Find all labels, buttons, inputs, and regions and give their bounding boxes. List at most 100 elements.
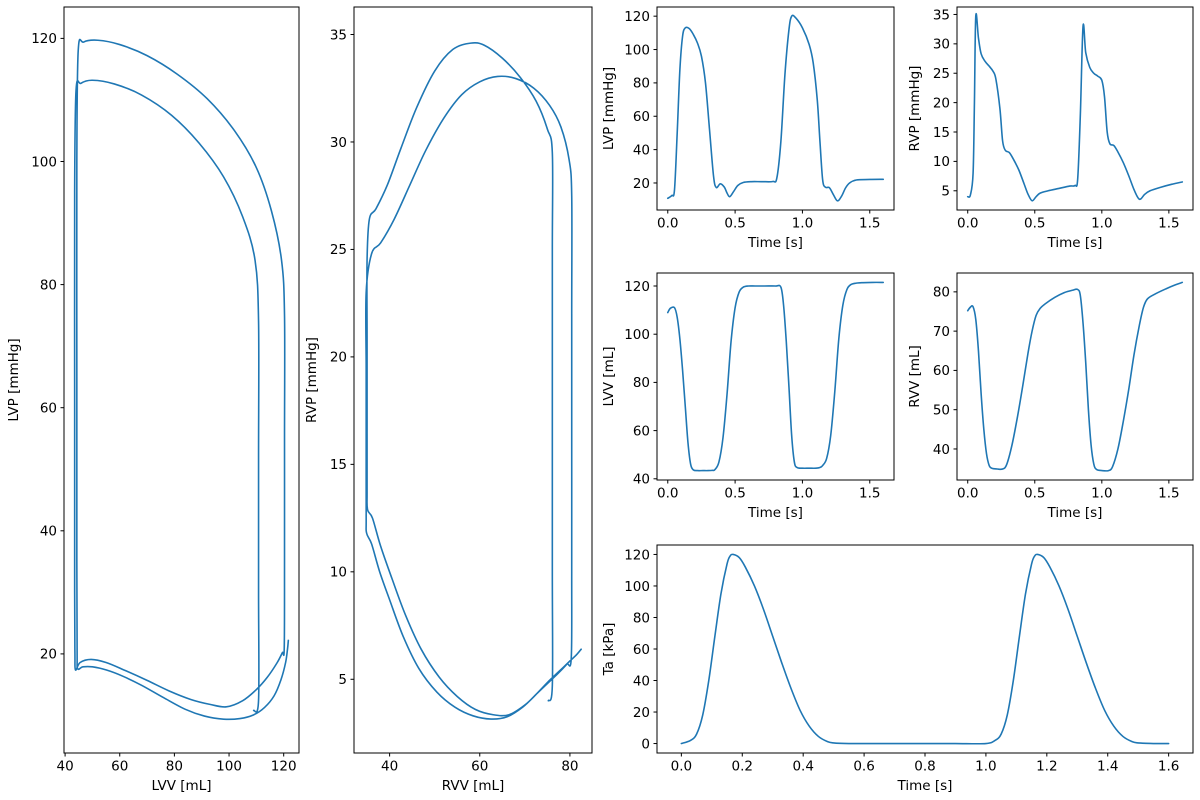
ta-time-x-tick-label: 0.0 bbox=[671, 759, 692, 775]
ta-time-y-tick-label: 0 bbox=[641, 736, 650, 752]
lvp-time-data-line bbox=[666, 14, 885, 202]
lvv-time-x-tick-label: 1.5 bbox=[859, 486, 880, 502]
ta-time-x-tick-label: 1.4 bbox=[1097, 759, 1118, 775]
lvp-time-x-tick-label: 1.5 bbox=[859, 216, 880, 232]
panel-lv-loop: 40 60 80 100 120 20 40 60 80 100 120 LVV [mL] LVP [m… bbox=[0, 0, 310, 800]
rv-loop-y-tick-label: 25 bbox=[330, 242, 347, 258]
lv-loop-data-line bbox=[73, 38, 290, 721]
rv-loop-x-tick-label: 80 bbox=[561, 759, 578, 775]
lv-loop-y-tick-label: 120 bbox=[31, 31, 57, 47]
ta-time-x-tick-label: 0.6 bbox=[853, 759, 874, 775]
ta-time-y-tick-label: 20 bbox=[633, 705, 650, 721]
rv-loop-y-tick-label: 5 bbox=[338, 672, 347, 688]
lv-loop-x-tick-label: 40 bbox=[56, 759, 73, 775]
lv-loop-x-tick-label: 100 bbox=[216, 759, 242, 775]
panel-lvp-time: 0.0 0.5 1.0 1.5 20 40 60 80 100 120 Time [s] LVP [m… bbox=[601, 0, 900, 262]
rvp-time-x-tick-label: 0.0 bbox=[957, 216, 978, 232]
lv-loop-x-tick-label: 60 bbox=[111, 759, 128, 775]
lvv-time-y-tick-label: 80 bbox=[633, 375, 650, 391]
panel-rvv-time: 0.0 0.5 1.0 1.5 40 50 60 70 80 Time [s] RVV [mL] bbox=[900, 240, 1200, 521]
rvv-time-x-tick-label: 1.5 bbox=[1158, 486, 1179, 502]
lvv-time-y-tick-label: 100 bbox=[624, 327, 650, 343]
lvp-time-x-tick-label: 0.0 bbox=[657, 216, 678, 232]
rvp-time-y-tick-label: 25 bbox=[933, 66, 950, 82]
ta-time-ylabel: Ta [kPa] bbox=[601, 623, 617, 677]
rv-loop-y-tick-label: 30 bbox=[330, 135, 347, 151]
panel-lvv-time: 0.0 0.5 1.0 1.5 40 60 80 100 120 Time [s] LVV [mL] bbox=[601, 240, 900, 521]
lv-loop-y-tick-label: 80 bbox=[40, 277, 57, 293]
lvp-time-y-tick-label: 20 bbox=[633, 176, 650, 192]
lvv-time-y-tick-label: 60 bbox=[633, 423, 650, 439]
rvp-time-chart: 0.0 0.5 1.0 1.5 5 10 15 20 25 30 35 Time [s] RVP [mm… bbox=[907, 6, 1194, 251]
lv-loop-chart: 40 60 80 100 120 20 40 60 80 100 120 LVV [mL] LVP [m… bbox=[6, 6, 300, 794]
rvp-time-y-tick-label: 30 bbox=[933, 37, 950, 53]
lv-loop-y-tick-label: 40 bbox=[40, 524, 57, 540]
rvp-time-x-tick-label: 1.5 bbox=[1158, 216, 1179, 232]
rvv-time-data-line bbox=[966, 281, 1184, 472]
ta-time-y-tick-label: 40 bbox=[633, 673, 650, 689]
rv-loop-x-tick-label: 60 bbox=[471, 759, 488, 775]
ta-time-y-tick-label: 100 bbox=[624, 579, 650, 595]
ta-time-x-tick-label: 1.0 bbox=[975, 759, 996, 775]
lvv-time-x-tick-label: 0.0 bbox=[657, 486, 678, 502]
rvv-time-chart: 0.0 0.5 1.0 1.5 40 50 60 70 80 Time [s] RVV [mL] bbox=[907, 272, 1194, 521]
panel-ta-time: 0.0 0.2 0.4 0.6 0.8 1.0 1.2 1.4 1.6 0 20 40 60 80 100 1… bbox=[601, 490, 1200, 800]
ta-time-y-tick-label: 60 bbox=[633, 642, 650, 658]
rv-loop-chart: 40 60 80 5 10 15 20 25 30 35 RVV [mL] RVP [mmHg] bbox=[304, 6, 593, 794]
lvp-time-y-tick-label: 100 bbox=[624, 42, 650, 58]
rvp-time-ylabel: RVP [mmHg] bbox=[907, 66, 923, 152]
rvv-time-x-tick-label: 0.0 bbox=[957, 486, 978, 502]
rvv-time-ylabel: RVV [mL] bbox=[907, 345, 923, 408]
ta-time-xlabel: Time [s] bbox=[897, 778, 953, 794]
rvp-time-x-tick-label: 0.5 bbox=[1024, 216, 1045, 232]
lvv-time-data-line bbox=[666, 281, 885, 472]
ta-time-x-tick-label: 0.2 bbox=[732, 759, 753, 775]
ta-time-x-tick-label: 1.2 bbox=[1036, 759, 1057, 775]
lvv-time-y-tick-label: 40 bbox=[633, 472, 650, 488]
rv-loop-x-tick-label: 40 bbox=[381, 759, 398, 775]
rvp-time-y-tick-label: 35 bbox=[933, 7, 950, 23]
lvv-time-x-tick-label: 0.5 bbox=[724, 486, 745, 502]
rvv-time-y-tick-label: 80 bbox=[933, 285, 950, 301]
lvv-time-ylabel: LVV [mL] bbox=[601, 346, 617, 406]
ta-time-y-tick-label: 120 bbox=[624, 547, 650, 563]
rv-loop-y-tick-label: 20 bbox=[330, 350, 347, 366]
rvv-time-x-tick-label: 0.5 bbox=[1024, 486, 1045, 502]
rvp-time-y-tick-label: 15 bbox=[933, 125, 950, 141]
rv-loop-xlabel: RVV [mL] bbox=[442, 778, 505, 794]
lvp-time-x-tick-label: 0.5 bbox=[724, 216, 745, 232]
rvv-time-y-tick-label: 70 bbox=[933, 324, 950, 340]
panel-rv-loop: 40 60 80 5 10 15 20 25 30 35 RVV [mL] RVP [mmHg] bbox=[304, 0, 602, 800]
lvv-time-x-tick-label: 1.0 bbox=[792, 486, 813, 502]
lvp-time-chart: 0.0 0.5 1.0 1.5 20 40 60 80 100 120 Time [s] LVP [m… bbox=[601, 6, 895, 251]
lvp-time-x-tick-label: 1.0 bbox=[792, 216, 813, 232]
rvv-time-y-tick-label: 40 bbox=[933, 442, 950, 458]
ta-time-data-line bbox=[680, 553, 1170, 745]
lv-loop-ylabel: LVP [mmHg] bbox=[6, 338, 22, 421]
lvp-time-y-tick-label: 120 bbox=[624, 9, 650, 25]
lv-loop-x-tick-label: 80 bbox=[166, 759, 183, 775]
lv-loop-y-tick-label: 100 bbox=[31, 154, 57, 170]
rv-loop-y-tick-label: 10 bbox=[330, 565, 347, 581]
lvv-time-chart: 0.0 0.5 1.0 1.5 40 60 80 100 120 Time [s] LVV [mL] bbox=[601, 272, 895, 521]
rvp-time-data-line bbox=[966, 13, 1184, 202]
lvp-time-y-tick-label: 80 bbox=[633, 76, 650, 92]
rvp-time-xlabel: Time [s] bbox=[1047, 235, 1103, 251]
ta-time-y-tick-label: 80 bbox=[633, 610, 650, 626]
rvv-time-y-tick-label: 60 bbox=[933, 363, 950, 379]
panel-rvp-time: 0.0 0.5 1.0 1.5 5 10 15 20 25 30 35 Time [s] RVP [mm… bbox=[900, 0, 1200, 262]
rv-loop-y-tick-label: 35 bbox=[330, 27, 347, 43]
lvp-time-xlabel: Time [s] bbox=[747, 235, 803, 251]
lv-loop-y-tick-label: 20 bbox=[40, 647, 57, 663]
rv-loop-y-tick-label: 15 bbox=[330, 457, 347, 473]
ta-time-x-tick-label: 1.6 bbox=[1158, 759, 1179, 775]
lv-loop-x-tick-label: 120 bbox=[271, 759, 297, 775]
rvv-time-y-tick-label: 50 bbox=[933, 402, 950, 418]
lvv-time-xlabel: Time [s] bbox=[747, 505, 803, 521]
ta-time-x-tick-label: 0.4 bbox=[792, 759, 813, 775]
rvp-time-y-tick-label: 5 bbox=[941, 184, 950, 200]
rvp-time-y-tick-label: 20 bbox=[933, 95, 950, 111]
rvp-time-y-tick-label: 10 bbox=[933, 154, 950, 170]
lvp-time-y-tick-label: 60 bbox=[633, 109, 650, 125]
rvv-time-xlabel: Time [s] bbox=[1047, 505, 1103, 521]
